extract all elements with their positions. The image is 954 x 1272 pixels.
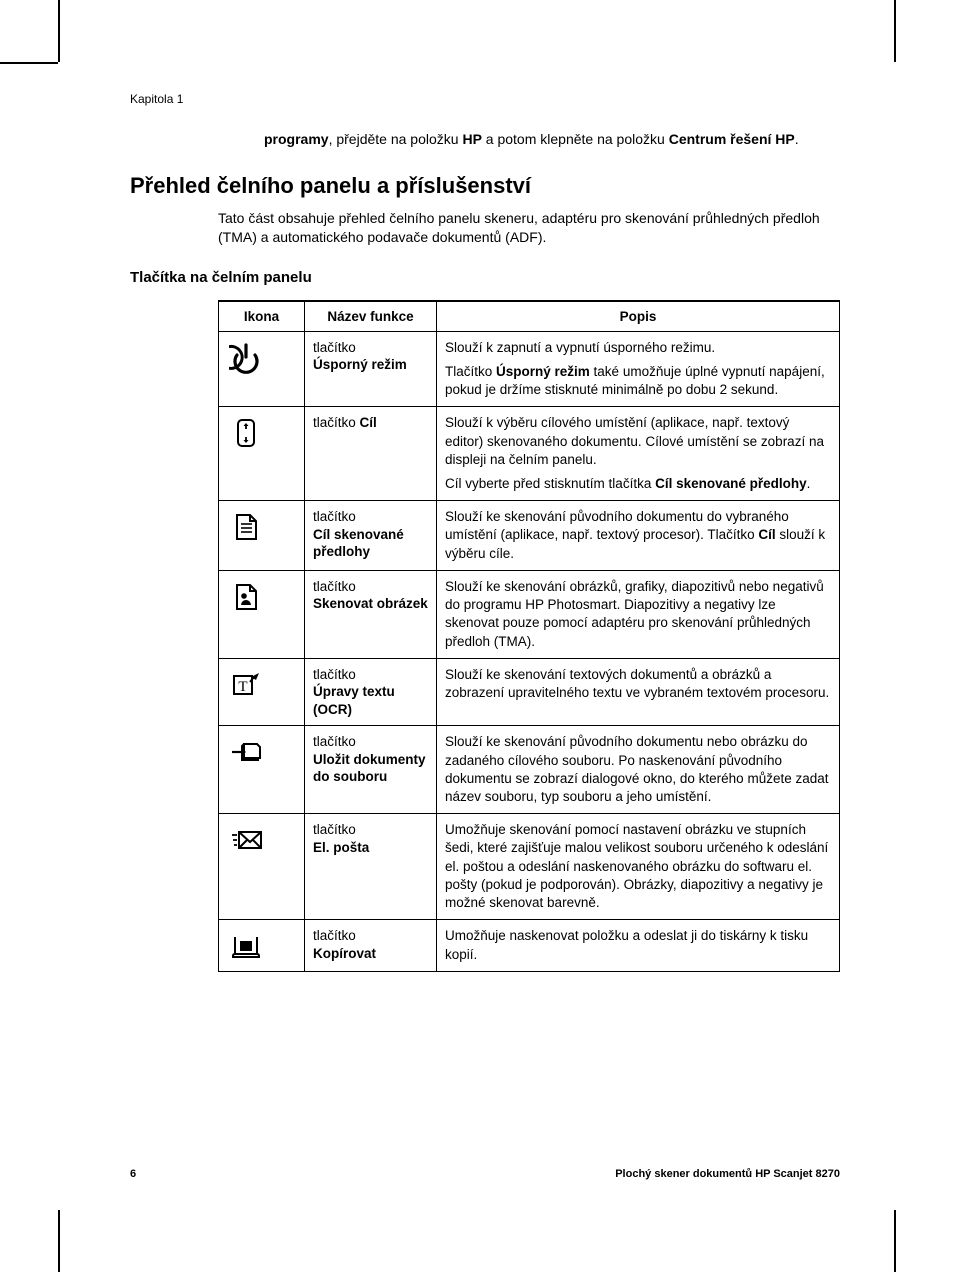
name-cell: tlačítkoÚsporný režim [305, 331, 437, 407]
subheading: Tlačítka na čelním panelu [130, 269, 840, 286]
th-desc: Popis [437, 301, 840, 332]
icon-cell [219, 570, 305, 658]
desc-paragraph: Cíl vyberte před stisknutím tlačítka Cíl… [445, 475, 831, 493]
text: . [807, 476, 811, 491]
name-bold: Skenovat obrázek [313, 595, 428, 613]
name-cell: tlačítko Cíl [305, 407, 437, 501]
table-row: tlačítko Uložit dokumenty do souboruSlou… [219, 726, 840, 814]
desc-cell: Slouží ke skenování původního dokumentu … [437, 726, 840, 814]
button-table: Ikona Název funkce Popis tlačítkoÚsporný… [218, 300, 840, 972]
name-bold: Kopírovat [313, 945, 428, 963]
text-bold: Centrum řešení HP [669, 131, 795, 147]
power-icon [227, 339, 296, 375]
desc-paragraph: Umožňuje naskenovat položku a odeslat ji… [445, 927, 831, 963]
text-bold: Cíl skenované předlohy [655, 476, 807, 491]
desc-cell: Umožňuje naskenovat položku a odeslat ji… [437, 920, 840, 971]
crop-mark [58, 1210, 60, 1272]
name-cell: tlačítko Cíl skenované předlohy [305, 501, 437, 571]
text-bold: HP [462, 131, 481, 147]
text-bold: programy [264, 131, 329, 147]
table-row: tlačítko El. poštaUmožňuje skenování pom… [219, 814, 840, 920]
text: , přejděte na položku [329, 131, 463, 147]
icon-cell [219, 814, 305, 920]
th-name: Název funkce [305, 301, 437, 332]
name-bold: Úsporný režim [313, 356, 428, 374]
text: a potom klepněte na položku [482, 131, 669, 147]
desc-paragraph: Umožňuje skenování pomocí nastavení obrá… [445, 821, 831, 912]
text: . [795, 131, 799, 147]
table-row: tlačítko Úpravy textu (OCR)Slouží ke ske… [219, 658, 840, 726]
desc-cell: Slouží k zapnutí a vypnutí úsporného rež… [437, 331, 840, 407]
page-footer: 6 Plochý skener dokumentů HP Scanjet 827… [130, 1168, 840, 1180]
name-bold: Cíl skenované předlohy [313, 526, 428, 561]
crop-mark [894, 0, 896, 62]
name-lead: tlačítko [313, 821, 428, 839]
desc-cell: Slouží k výběru cílového umístění (aplik… [437, 407, 840, 501]
text: Slouží ke skenování původního dokumentu … [445, 509, 789, 542]
crop-mark [0, 62, 58, 64]
picture-icon [227, 578, 296, 614]
name-bold: Uložit dokumenty do souboru [313, 751, 428, 786]
icon-cell [219, 658, 305, 726]
name-bold: El. pošta [313, 839, 428, 857]
name-cell: tlačítko El. pošta [305, 814, 437, 920]
ocr-icon [227, 666, 296, 702]
icon-cell [219, 726, 305, 814]
intro-continued: programy, přejděte na položku HP a potom… [264, 130, 840, 149]
section-heading: Přehled čelního panelu a příslušenství [130, 173, 840, 199]
name-lead: tlačítko [313, 927, 428, 945]
page-number: 6 [130, 1168, 136, 1180]
table-row: tlačítko CílSlouží k výběru cílového umí… [219, 407, 840, 501]
desc-paragraph: Slouží ke skenování obrázků, grafiky, di… [445, 578, 831, 651]
table-row: tlačítkoKopírovatUmožňuje naskenovat pol… [219, 920, 840, 971]
copy-icon [227, 927, 296, 963]
icon-cell [219, 501, 305, 571]
desc-cell: Umožňuje skenování pomocí nastavení obrá… [437, 814, 840, 920]
icon-cell [219, 331, 305, 407]
desc-paragraph: Slouží ke skenování původního dokumentu … [445, 733, 831, 806]
name-lead: tlačítko [313, 666, 428, 684]
name-lead: tlačítko [313, 733, 428, 751]
text-bold: Cíl [758, 527, 775, 542]
document-icon [227, 508, 296, 544]
desc-paragraph: Slouží ke skenování původního dokumentu … [445, 508, 831, 563]
name-cell: tlačítko Uložit dokumenty do souboru [305, 726, 437, 814]
doc-title: Plochý skener dokumentů HP Scanjet 8270 [615, 1168, 840, 1180]
name-lead: tlačítko [313, 415, 360, 430]
crop-mark [58, 0, 60, 62]
name-cell: tlačítko Úpravy textu (OCR) [305, 658, 437, 726]
name-cell: tlačítkoKopírovat [305, 920, 437, 971]
table-row: tlačítkoSkenovat obrázekSlouží ke skenov… [219, 570, 840, 658]
name-bold: Úpravy textu (OCR) [313, 683, 428, 718]
section-intro: Tato část obsahuje přehled čelního panel… [218, 209, 840, 247]
name-cell: tlačítkoSkenovat obrázek [305, 570, 437, 658]
name-lead: tlačítko [313, 508, 428, 526]
table-row: tlačítko Cíl skenované předlohySlouží ke… [219, 501, 840, 571]
email-icon [227, 821, 296, 857]
text-bold: Úsporný režim [496, 364, 590, 379]
icon-cell [219, 920, 305, 971]
text: Cíl vyberte před stisknutím tlačítka [445, 476, 655, 491]
desc-cell: Slouží ke skenování textových dokumentů … [437, 658, 840, 726]
save-file-icon [227, 733, 296, 769]
name-lead: tlačítko [313, 339, 428, 357]
desc-cell: Slouží ke skenování obrázků, grafiky, di… [437, 570, 840, 658]
name-lead: tlačítko [313, 578, 428, 596]
desc-paragraph: Slouží ke skenování textových dokumentů … [445, 666, 831, 702]
crop-mark [894, 1210, 896, 1272]
desc-paragraph: Slouží k výběru cílového umístění (aplik… [445, 414, 831, 469]
name-bold: Cíl [360, 415, 377, 430]
desc-cell: Slouží ke skenování původního dokumentu … [437, 501, 840, 571]
icon-cell [219, 407, 305, 501]
target-icon [227, 414, 296, 450]
table-row: tlačítkoÚsporný režimSlouží k zapnutí a … [219, 331, 840, 407]
text: Tlačítko [445, 364, 496, 379]
page-content: Kapitola 1 programy, přejděte na položku… [130, 92, 840, 972]
chapter-label: Kapitola 1 [130, 92, 840, 106]
th-icon: Ikona [219, 301, 305, 332]
desc-paragraph: Tlačítko Úsporný režim také umožňuje úpl… [445, 363, 831, 399]
desc-paragraph: Slouží k zapnutí a vypnutí úsporného rež… [445, 339, 831, 357]
